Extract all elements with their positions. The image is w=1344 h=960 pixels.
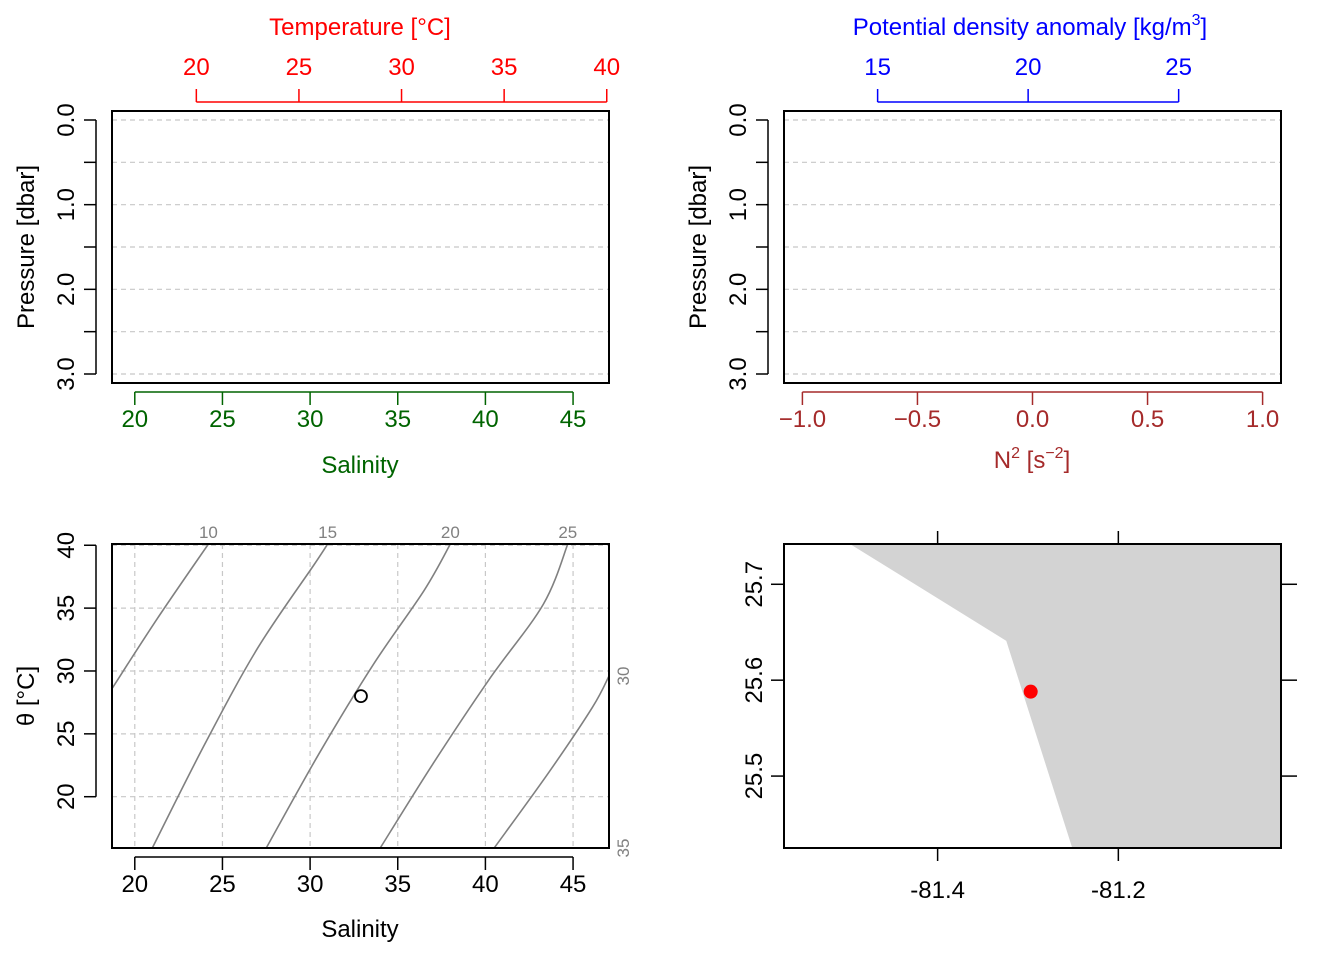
p2-n2-axis-label: N2 [s−2] bbox=[994, 445, 1071, 474]
p4-longitude-top-ticks bbox=[936, 531, 1120, 544]
p1-pressure-tick-label: 2.0 bbox=[53, 273, 80, 306]
ts-point bbox=[354, 689, 368, 704]
p4-latitude-right-ticks bbox=[1281, 583, 1297, 777]
p1-salinity-axis: 20 25 30 35 40 45 bbox=[121, 391, 587, 433]
panel-ts-diagram: 10 15 20 25 30 35 20 25 30 35 40 45 20 25 30 35 40 Sal… bbox=[13, 523, 633, 943]
p3-theta-axis: 20 25 30 35 40 bbox=[53, 532, 97, 810]
p2-pressure-tick-label: 1.0 bbox=[725, 188, 752, 221]
p3-theta-tick-label: 25 bbox=[53, 720, 80, 747]
p4-latitude-axis: 25.5 25.6 25.7 bbox=[741, 561, 784, 800]
p3-salinity-tick-label: 45 bbox=[560, 871, 587, 898]
p1-temperature-tick-label: 30 bbox=[388, 54, 415, 81]
p2-density-axis: 15 20 25 bbox=[864, 54, 1192, 103]
p2-pressure-tick-label: 2.0 bbox=[725, 273, 752, 306]
p3-salinity-tick-label: 25 bbox=[209, 871, 236, 898]
p4-latitude-tick-label: 25.5 bbox=[741, 753, 768, 800]
p2-density-axis-label: Potential density anomaly [kg/m3] bbox=[853, 12, 1207, 41]
p1-frame bbox=[111, 110, 610, 384]
p1-temperature-axis-label: Temperature [°C] bbox=[269, 14, 451, 41]
p3-salinity-tick-label: 30 bbox=[297, 871, 324, 898]
p1-temperature-axis: 20 25 30 35 40 bbox=[183, 54, 620, 103]
p1-salinity-tick-label: 40 bbox=[472, 406, 499, 433]
p3-theta-tick-label: 20 bbox=[53, 783, 80, 810]
p4-latitude-tick-label: 25.6 bbox=[741, 657, 768, 704]
p3-points bbox=[354, 689, 368, 704]
p3-theta-tick-label: 30 bbox=[53, 658, 80, 685]
p2-density-tick-label: 25 bbox=[1165, 54, 1192, 81]
p3-salinity-tick-label: 20 bbox=[121, 871, 148, 898]
p1-salinity-tick-label: 45 bbox=[560, 406, 587, 433]
p1-pressure-tick-label: 3.0 bbox=[53, 357, 80, 390]
isopycnal-label: 25 bbox=[558, 523, 577, 542]
panel-density-n2-profile: 15 20 25 −1.0 −0.5 0.0 0.5 1.0 0.0 1.0 2.0 3.0 Po… bbox=[685, 12, 1282, 474]
p1-salinity-tick-label: 25 bbox=[209, 406, 236, 433]
p2-density-tick-label: 20 bbox=[1015, 54, 1042, 81]
isopycnal-line bbox=[151, 544, 329, 848]
panel-temperature-salinity-profile: 20 25 30 35 40 20 25 30 35 40 45 0.0 1.0 2.0 3.0 Tem… bbox=[13, 14, 620, 479]
p4-latitude-tick-label: 25.7 bbox=[741, 561, 768, 608]
isopycnal-line bbox=[379, 544, 569, 848]
p3-salinity-tick-label: 35 bbox=[384, 871, 411, 898]
p1-temperature-tick-label: 35 bbox=[491, 54, 518, 81]
p4-longitude-tick-label: -81.4 bbox=[910, 877, 965, 904]
p3-theta-tick-label: 35 bbox=[53, 595, 80, 622]
p1-pressure-tick-label: 1.0 bbox=[53, 188, 80, 221]
p1-salinity-tick-label: 20 bbox=[121, 406, 148, 433]
isopycnal-label: 20 bbox=[441, 523, 460, 542]
p1-pressure-axis-label: Pressure [dbar] bbox=[13, 165, 40, 329]
p2-density-tick-label: 15 bbox=[864, 54, 891, 81]
p4-longitude-tick-label: -81.2 bbox=[1091, 877, 1146, 904]
p2-n2-tick-label: 0.0 bbox=[1016, 406, 1049, 433]
p1-salinity-tick-label: 35 bbox=[384, 406, 411, 433]
p2-pressure-tick-label: 0.0 bbox=[725, 103, 752, 136]
isopycnal-line bbox=[493, 675, 609, 848]
p1-temperature-tick-label: 25 bbox=[286, 54, 313, 81]
panel-station-map: -81.4 -81.2 25.5 25.6 25.7 bbox=[741, 531, 1297, 904]
p2-pressure-axis: 0.0 1.0 2.0 3.0 bbox=[725, 103, 769, 391]
p2-n2-tick-label: 1.0 bbox=[1246, 406, 1279, 433]
p1-salinity-axis-label: Salinity bbox=[321, 452, 398, 479]
p4-longitude-axis: -81.4 -81.2 bbox=[910, 848, 1146, 904]
isopycnal-label: 15 bbox=[318, 523, 337, 542]
p1-temperature-tick-label: 20 bbox=[183, 54, 210, 81]
p2-n2-tick-label: 0.5 bbox=[1131, 406, 1164, 433]
p2-frame bbox=[783, 110, 1282, 384]
p3-theta-axis-label: θ [°C] bbox=[13, 666, 40, 726]
p2-pressure-axis-label: Pressure [dbar] bbox=[685, 165, 712, 329]
p3-salinity-axis: 20 25 30 35 40 45 bbox=[121, 856, 587, 898]
station-marker bbox=[1023, 684, 1038, 699]
land-polygon bbox=[849, 544, 1281, 848]
p1-salinity-tick-label: 30 bbox=[297, 406, 324, 433]
p2-n2-axis: −1.0 −0.5 0.0 0.5 1.0 bbox=[779, 391, 1279, 433]
p2-pressure-tick-label: 3.0 bbox=[725, 357, 752, 390]
p3-salinity-axis-label: Salinity bbox=[321, 916, 398, 943]
isopycnal-line bbox=[265, 544, 452, 848]
p3-frame bbox=[111, 543, 610, 849]
p3-grid bbox=[112, 544, 609, 848]
isopycnal-line bbox=[112, 544, 210, 690]
p3-theta-tick-label: 40 bbox=[53, 532, 80, 559]
isopycnal-label: 30 bbox=[614, 667, 633, 686]
p1-temperature-tick-label: 40 bbox=[593, 54, 620, 81]
p2-grid bbox=[784, 119, 1281, 375]
p1-pressure-tick-label: 0.0 bbox=[53, 103, 80, 136]
p4-frame bbox=[783, 543, 1282, 849]
p3-isopycnal-labels: 10 15 20 25 30 35 bbox=[199, 523, 633, 857]
p1-grid bbox=[112, 119, 609, 375]
isopycnal-label: 35 bbox=[614, 839, 633, 858]
p2-n2-tick-label: −0.5 bbox=[894, 406, 941, 433]
p3-isopycnals bbox=[112, 544, 609, 848]
p2-n2-tick-label: −1.0 bbox=[779, 406, 826, 433]
p3-salinity-tick-label: 40 bbox=[472, 871, 499, 898]
p1-pressure-axis: 0.0 1.0 2.0 3.0 bbox=[53, 103, 97, 391]
isopycnal-label: 10 bbox=[199, 523, 218, 542]
